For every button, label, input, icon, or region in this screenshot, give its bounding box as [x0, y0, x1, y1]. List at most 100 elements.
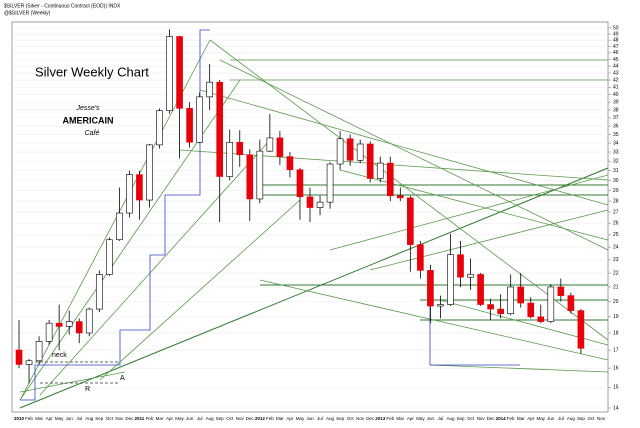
- y-tick-label: 35: [613, 132, 619, 138]
- candle-body: [507, 286, 514, 315]
- x-tick-label: May: [416, 416, 425, 421]
- y-tick-label: 49: [613, 31, 619, 37]
- candle-body: [65, 321, 73, 327]
- x-tick-label: May: [175, 416, 184, 421]
- y-tick-label: 44: [613, 63, 619, 69]
- x-tick-label: Jul: [197, 416, 203, 421]
- candle-body: [176, 36, 183, 109]
- y-tick-label: 48: [613, 38, 619, 44]
- candle-body: [126, 174, 133, 214]
- y-tick-label: 40: [613, 92, 619, 98]
- candle-body: [407, 197, 414, 245]
- candle-body: [547, 286, 555, 322]
- y-tick-label: 45: [613, 57, 619, 63]
- x-tick-label: 2014: [496, 416, 507, 421]
- candle-body: [336, 138, 344, 165]
- x-tick-label: Dec: [366, 416, 375, 421]
- logo-text: Café: [85, 130, 100, 137]
- candle-body: [577, 310, 585, 349]
- x-tick-label: Oct: [587, 416, 595, 421]
- x-tick-label: Aug: [85, 416, 94, 421]
- x-tick-label: Jul: [558, 416, 564, 421]
- x-tick-label: 2013: [375, 416, 386, 421]
- candle-body: [396, 195, 404, 199]
- y-tick-label: 32: [613, 159, 619, 165]
- candle-body: [527, 302, 535, 318]
- candle-body: [286, 156, 294, 171]
- candle-body: [246, 154, 254, 200]
- y-tick-label: 46: [613, 50, 619, 56]
- y-tick-label: 22: [613, 270, 619, 276]
- y-tick-label: 18: [613, 330, 619, 336]
- candle-body: [356, 143, 364, 161]
- x-tick-label: Oct: [106, 416, 114, 421]
- x-tick-label: Feb: [146, 416, 154, 421]
- y-tick-label: 25: [613, 232, 619, 238]
- candle-body: [487, 304, 494, 310]
- x-tick-label: 2010: [14, 416, 25, 421]
- candle-body: [417, 244, 424, 271]
- y-tick-label: 15: [613, 385, 619, 391]
- x-tick-label: Jun: [427, 416, 435, 421]
- x-tick-label: Sep: [216, 416, 225, 421]
- candle-body: [236, 141, 244, 156]
- y-tick-label: 29: [613, 188, 619, 194]
- candle-body: [45, 322, 53, 342]
- x-tick-label: Nov: [477, 416, 486, 421]
- candle-body: [296, 169, 304, 198]
- x-tick-label: Apr: [527, 416, 535, 421]
- y-tick-label: 38: [613, 107, 619, 113]
- candle-body: [437, 304, 444, 307]
- x-tick-label: Jul: [317, 416, 323, 421]
- x-tick-label: Sep: [95, 416, 104, 421]
- candle-body: [427, 270, 434, 307]
- x-tick-label: Dec: [487, 416, 496, 421]
- candle-body: [306, 196, 314, 208]
- candle-body: [517, 286, 525, 304]
- x-tick-label: Feb: [25, 416, 33, 421]
- x-tick-label: Feb: [266, 416, 274, 421]
- candle-body: [196, 96, 203, 143]
- x-tick-label: Apr: [166, 416, 174, 421]
- x-tick-label: Jun: [66, 416, 74, 421]
- candle-body: [497, 308, 504, 315]
- x-tick-label: Mar: [35, 416, 43, 421]
- candle-body: [326, 163, 334, 203]
- y-tick-label: 16: [613, 365, 619, 371]
- x-tick-label: Aug: [326, 416, 335, 421]
- candle-body: [75, 321, 83, 334]
- logo-text: AMERICAIN: [63, 115, 114, 125]
- y-tick-label: 47: [613, 44, 619, 50]
- y-tick-label: 36: [613, 123, 619, 129]
- candle-body: [467, 274, 474, 278]
- x-tick-label: Mar: [276, 416, 284, 421]
- x-tick-label: Oct: [467, 416, 475, 421]
- x-tick-label: Feb: [386, 416, 394, 421]
- x-tick-label: Mar: [396, 416, 404, 421]
- candle-body: [166, 36, 173, 112]
- candle-body: [567, 295, 575, 311]
- header-sub: @$SILVER (Weekly): [4, 10, 51, 16]
- candle-body: [216, 81, 224, 177]
- candle-body: [537, 316, 545, 322]
- candle-body: [55, 322, 63, 327]
- candle-body: [477, 274, 484, 305]
- candle-body: [35, 341, 43, 362]
- y-tick-label: 28: [613, 198, 619, 204]
- x-tick-label: Aug: [567, 416, 576, 421]
- x-tick-label: 2012: [255, 416, 266, 421]
- header: $SILVER (Silver - Continuous Contract (E…: [4, 3, 121, 9]
- y-tick-label: 33: [613, 149, 619, 155]
- x-tick-label: Oct: [226, 416, 234, 421]
- x-tick-label: Jun: [547, 416, 555, 421]
- candle-body: [376, 162, 384, 179]
- candle-body: [276, 137, 284, 157]
- y-tick-label: 21: [613, 284, 619, 290]
- y-tick-label: 20: [613, 299, 619, 305]
- y-tick-label: 39: [613, 99, 619, 105]
- x-tick-label: Apr: [286, 416, 294, 421]
- x-tick-label: Nov: [597, 416, 606, 421]
- candle-body: [106, 239, 113, 275]
- annotation: A: [120, 375, 125, 382]
- candle-body: [256, 150, 264, 200]
